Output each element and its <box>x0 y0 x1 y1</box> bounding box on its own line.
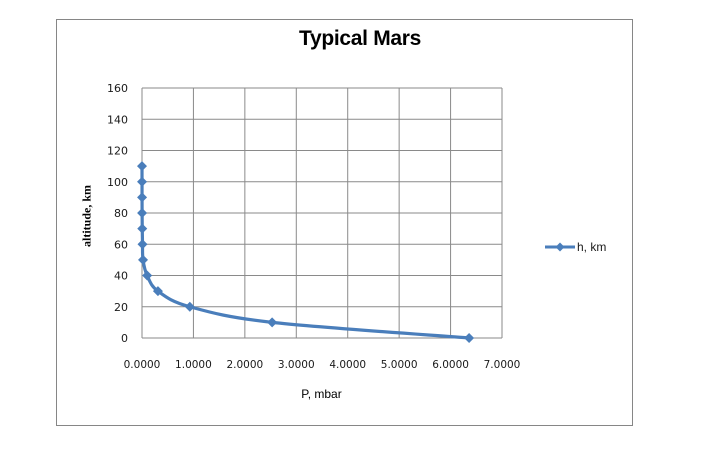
x-axis-label: P, mbar <box>301 387 342 401</box>
legend-marker-icon <box>545 242 575 252</box>
gridlines <box>141 87 503 339</box>
y-tick-label: 120 <box>107 145 128 158</box>
x-tick-label: 3.0000 <box>278 359 315 371</box>
y-axis-ticks: 0 20 40 60 80 100 120 140 160 <box>107 82 128 345</box>
data-point-marker <box>137 192 148 203</box>
data-point-marker <box>267 317 278 328</box>
data-point-marker <box>464 333 475 343</box>
y-tick-label: 80 <box>114 207 128 220</box>
data-point-marker <box>142 270 153 281</box>
series-line <box>140 166 470 340</box>
data-point-marker <box>137 223 148 234</box>
chart-title: Typical Mars <box>298 27 422 50</box>
data-point-marker <box>152 286 163 297</box>
y-tick-label: 40 <box>114 270 128 283</box>
data-series <box>137 161 475 343</box>
x-tick-label: 5.0000 <box>381 359 418 371</box>
x-tick-label: 4.0000 <box>329 359 366 371</box>
y-tick-label: 140 <box>107 113 128 126</box>
x-axis-ticks: 0.0000 1.0000 2.0000 3.0000 4.0000 5.0000 6.00… <box>124 359 521 371</box>
y-axis-label: altitude, km <box>79 184 94 248</box>
y-tick-label: 20 <box>114 301 128 314</box>
x-tick-label: 1.0000 <box>175 359 212 371</box>
data-point-marker <box>138 254 149 265</box>
data-point-marker <box>137 176 148 187</box>
x-tick-label: 0.0000 <box>124 359 161 371</box>
y-tick-label: 160 <box>107 82 128 95</box>
chart-frame <box>56 19 633 426</box>
x-tick-label: 2.0000 <box>226 359 263 371</box>
data-point-marker <box>137 208 148 218</box>
x-tick-label: 7.0000 <box>484 359 521 371</box>
y-tick-label: 60 <box>114 238 128 251</box>
data-point-marker <box>137 161 148 172</box>
y-tick-label: 100 <box>107 176 128 189</box>
data-point-marker <box>184 301 195 312</box>
x-tick-label: 6.0000 <box>432 359 469 371</box>
data-point-marker <box>137 239 148 250</box>
legend-label: h, km <box>577 240 607 254</box>
y-tick-label: 0 <box>121 332 128 345</box>
legend: h, km <box>545 240 606 254</box>
